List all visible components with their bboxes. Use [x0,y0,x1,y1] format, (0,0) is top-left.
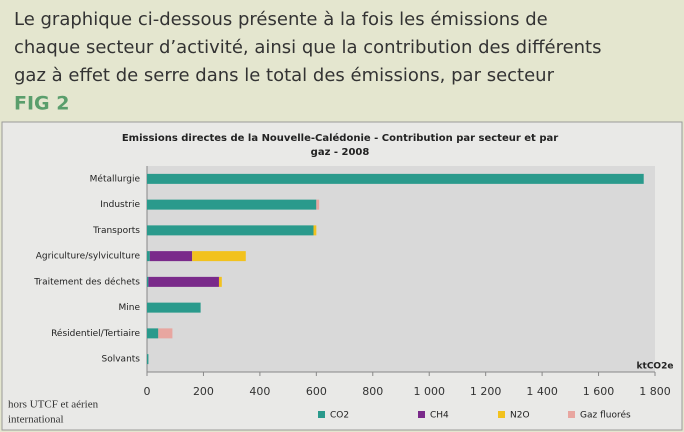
x-tick-label: 200 [193,385,214,398]
x-tick-label: 600 [306,385,327,398]
x-tick-label: 1 000 [413,385,445,398]
footnote: hors UTCF et aérien [8,399,99,411]
bar [147,302,201,313]
plot-area [147,166,655,372]
legend-label: N2O [510,411,530,421]
bar [147,173,644,184]
bar [147,354,149,365]
bar [316,199,320,210]
chart-title: Emissions directes de la Nouvelle-Calédo… [122,132,558,144]
bar [149,251,193,262]
bar [147,225,314,236]
legend-swatch [318,411,325,418]
y-tick-label: Agriculture/sylviculture [36,252,141,262]
legend-label: Gaz fluorés [580,410,631,421]
legend-swatch [568,411,575,418]
intro-line: chaque secteur d’activité, ainsi que la … [14,37,602,58]
y-tick-label: Traitement des déchets [33,276,140,287]
bar [148,276,219,287]
chart-title: gaz - 2008 [311,147,370,158]
y-tick-label: Transports [92,226,140,236]
legend-swatch [418,411,425,418]
bar [147,328,159,339]
footnote: international [8,414,64,426]
y-tick-label: Mine [118,303,140,313]
bar [192,251,246,262]
y-tick-label: Résidentiel/Tertiaire [51,328,140,339]
bar [147,251,150,262]
x-tick-label: 1 400 [526,385,558,398]
bar [313,225,317,236]
y-tick-label: Industrie [100,200,140,210]
y-tick-label: Métallurgie [90,173,141,184]
x-tick-label: 400 [249,385,270,398]
y-tick-label: Solvants [102,355,141,365]
x-tick-label: 800 [362,385,383,398]
x-tick-label: 1 600 [583,385,615,398]
bar [147,199,317,210]
legend-swatch [498,411,505,418]
x-tick-label: 1 200 [470,385,502,398]
intro-line: gaz à effet de serre dans le total des é… [14,65,555,86]
x-tick-label: 1 800 [639,385,671,398]
legend-label: CO2 [330,411,349,421]
intro-line: Le graphique ci-dessous présente à la fo… [14,9,548,30]
axis-unit: ktCO2e [637,362,674,372]
x-tick-label: 0 [144,385,151,398]
bar [147,276,149,287]
legend-label: CH4 [430,411,449,421]
fig-label: FIG 2 [14,93,69,115]
bar [218,276,222,287]
bar [158,328,173,339]
